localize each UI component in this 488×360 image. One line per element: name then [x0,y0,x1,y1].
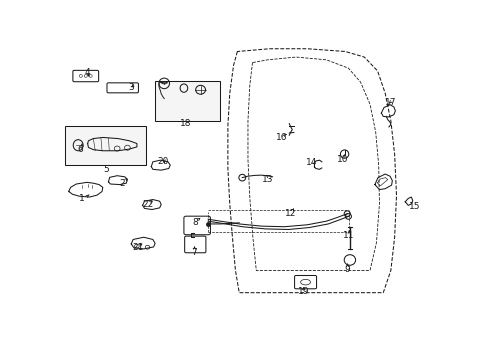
Bar [65,126,146,165]
Text: 15: 15 [408,202,419,211]
Text: 11: 11 [342,231,353,240]
Text: 21: 21 [132,243,143,252]
Text: 19: 19 [297,287,309,296]
Text: 10: 10 [336,154,347,163]
Text: 6: 6 [77,145,83,154]
Text: 12: 12 [284,209,296,218]
Bar [155,81,219,121]
Text: 5: 5 [103,165,108,174]
Text: 13: 13 [262,175,273,184]
Text: 9: 9 [344,265,350,274]
Text: 20: 20 [158,157,169,166]
Text: 18: 18 [180,119,192,128]
Text: 3: 3 [128,83,134,92]
Text: 4: 4 [84,68,89,77]
Text: 8: 8 [192,218,198,227]
Text: 16: 16 [275,133,287,142]
Text: 2: 2 [119,179,124,188]
Text: 17: 17 [384,98,396,107]
Text: 1: 1 [79,194,85,203]
Text: 14: 14 [305,158,317,167]
Text: 7: 7 [190,248,196,257]
Text: 22: 22 [142,200,154,209]
